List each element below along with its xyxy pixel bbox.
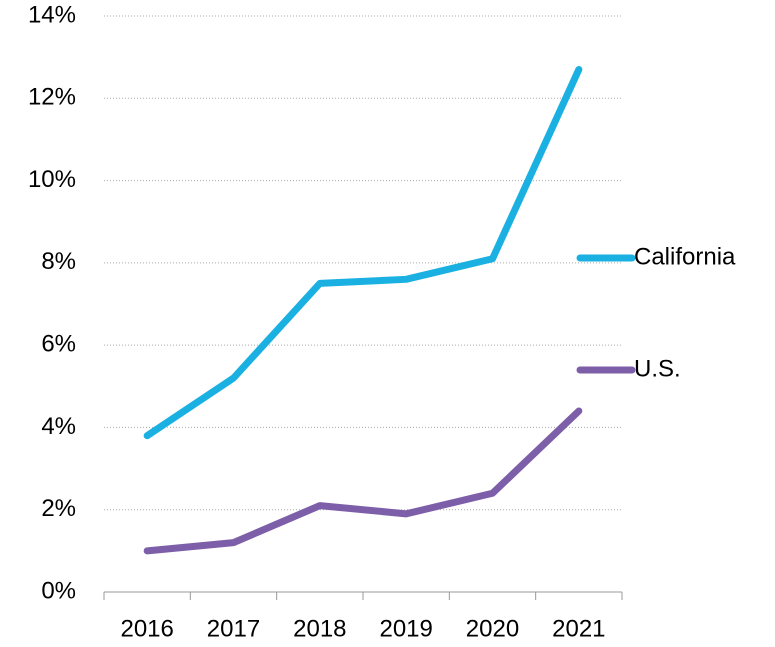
- y-tick-label: 2%: [41, 495, 76, 522]
- y-tick-label: 12%: [28, 84, 76, 111]
- y-tick-label: 4%: [41, 413, 76, 440]
- legend-label: U.S.: [634, 355, 681, 382]
- x-tick-label: 2018: [293, 615, 346, 642]
- x-tick-label: 2016: [120, 615, 173, 642]
- x-tick-label: 2017: [207, 615, 260, 642]
- y-tick-label: 0%: [41, 577, 76, 604]
- y-tick-label: 6%: [41, 330, 76, 357]
- legend-label: California: [634, 243, 736, 270]
- series-line: [143, 407, 583, 555]
- y-tick-label: 14%: [28, 1, 76, 28]
- x-tick-label: 2020: [466, 615, 519, 642]
- y-tick-label: 10%: [28, 166, 76, 193]
- x-tick-label: 2019: [379, 615, 432, 642]
- x-tick-label: 2021: [552, 615, 605, 642]
- y-tick-label: 8%: [41, 248, 76, 275]
- series-line: [143, 65, 583, 440]
